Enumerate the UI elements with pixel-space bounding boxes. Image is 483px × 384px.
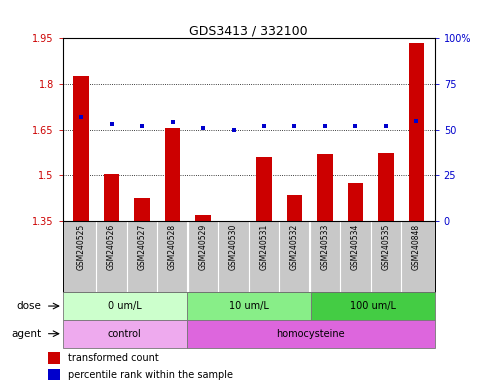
Text: homocysteine: homocysteine: [276, 329, 345, 339]
Bar: [317, 154, 333, 221]
Point: [291, 123, 298, 129]
Point: [169, 119, 176, 126]
Point: [199, 125, 207, 131]
Point: [352, 123, 359, 129]
Text: GSM240533: GSM240533: [320, 224, 329, 270]
Text: dose: dose: [16, 301, 41, 311]
Bar: [187, 292, 311, 320]
Text: GSM240532: GSM240532: [290, 224, 299, 270]
Bar: [104, 174, 119, 221]
Bar: [287, 195, 302, 221]
Bar: [48, 352, 60, 364]
Text: 10 um/L: 10 um/L: [229, 301, 269, 311]
Bar: [187, 320, 435, 348]
Text: GSM240531: GSM240531: [259, 224, 269, 270]
Bar: [311, 292, 435, 320]
Bar: [134, 198, 150, 221]
Text: GSM240525: GSM240525: [77, 224, 85, 270]
Point: [382, 123, 390, 129]
Point: [321, 123, 329, 129]
Point: [260, 123, 268, 129]
Text: GSM240534: GSM240534: [351, 224, 360, 270]
Bar: [348, 183, 363, 221]
Text: GSM240526: GSM240526: [107, 224, 116, 270]
Text: GSM240535: GSM240535: [382, 224, 390, 270]
Bar: [63, 320, 187, 348]
Bar: [378, 152, 394, 221]
Point: [229, 127, 237, 133]
Text: agent: agent: [11, 329, 41, 339]
Bar: [165, 128, 180, 221]
Bar: [48, 369, 60, 380]
Bar: [196, 215, 211, 221]
Bar: [63, 292, 187, 320]
Text: GSM240528: GSM240528: [168, 224, 177, 270]
Text: GSM240529: GSM240529: [199, 224, 208, 270]
Point: [138, 123, 146, 129]
Text: 0 um/L: 0 um/L: [108, 301, 142, 311]
Text: control: control: [108, 329, 142, 339]
Text: 100 um/L: 100 um/L: [350, 301, 396, 311]
Text: GSM240530: GSM240530: [229, 224, 238, 270]
Point: [412, 118, 420, 124]
Bar: [256, 157, 271, 221]
Title: GDS3413 / 332100: GDS3413 / 332100: [189, 24, 308, 37]
Bar: [226, 221, 241, 223]
Bar: [73, 76, 89, 221]
Point: [108, 121, 115, 127]
Text: transformed count: transformed count: [68, 353, 158, 363]
Text: percentile rank within the sample: percentile rank within the sample: [68, 369, 233, 379]
Bar: [409, 43, 424, 221]
Text: GSM240527: GSM240527: [138, 224, 146, 270]
Point: [77, 114, 85, 120]
Text: GSM240848: GSM240848: [412, 224, 421, 270]
